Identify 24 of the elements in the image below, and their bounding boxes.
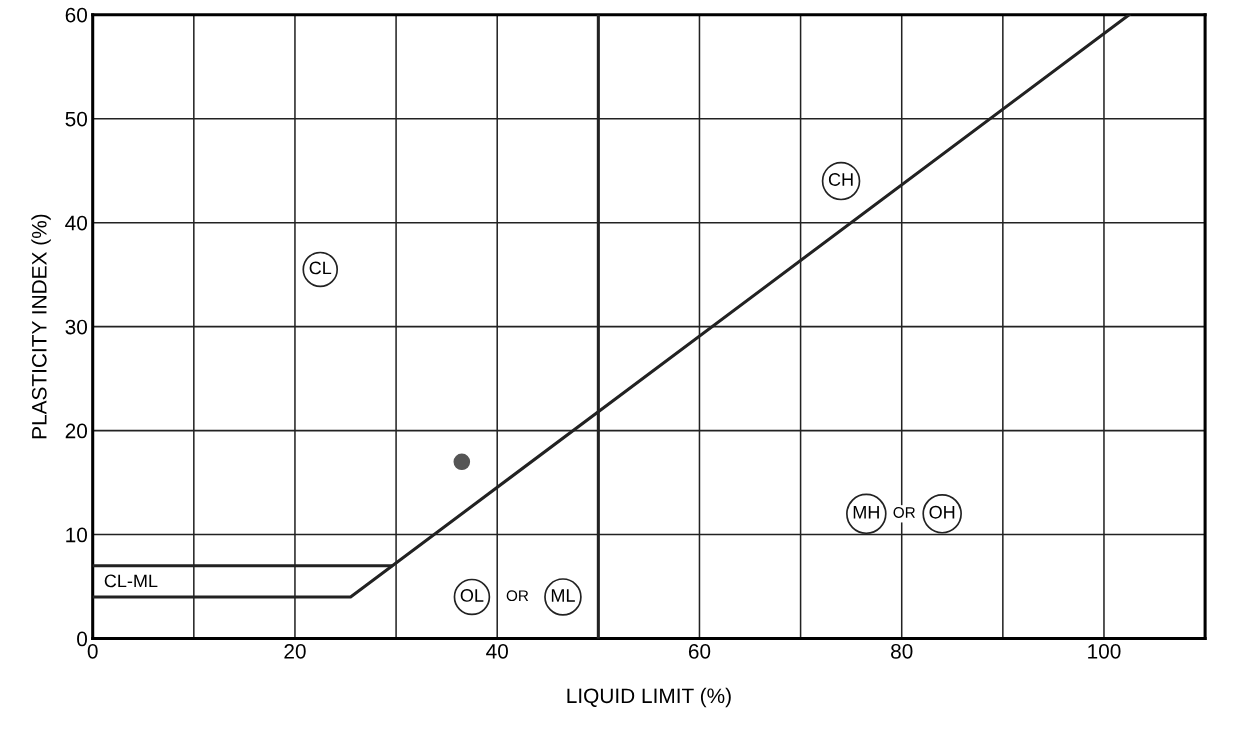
annotation: OH (929, 505, 955, 519)
annotation: MH (853, 506, 879, 519)
x-tick-label: 0 (87, 643, 98, 659)
y-tick-label: 20 (65, 423, 88, 439)
x-tick-label: 80 (891, 643, 913, 659)
annotation: OR (893, 507, 915, 518)
y-tick-label: 30 (65, 319, 88, 335)
y-axis-title: PLASTICITY INDEX (%) (31, 214, 51, 439)
annotation: CL (309, 261, 332, 275)
y-tick-label: 10 (66, 527, 88, 543)
annotation: OR (506, 590, 529, 602)
annotation: ML (551, 589, 575, 602)
y-tick-label: 50 (65, 111, 88, 127)
annotation: CH (828, 173, 853, 186)
x-tick-label: 60 (688, 643, 711, 659)
x-tick-label: 40 (486, 643, 508, 659)
x-tick-label: 20 (284, 643, 306, 659)
annotation: CL-ML (104, 574, 158, 588)
annotation: OL (460, 589, 484, 602)
x-tick-label: 100 (1088, 643, 1121, 659)
y-tick-label: 0 (77, 631, 88, 647)
y-tick-label: 40 (65, 215, 88, 231)
x-axis-title: LIQUID LIMIT (%) (567, 687, 731, 708)
y-tick-label: 60 (65, 7, 88, 23)
